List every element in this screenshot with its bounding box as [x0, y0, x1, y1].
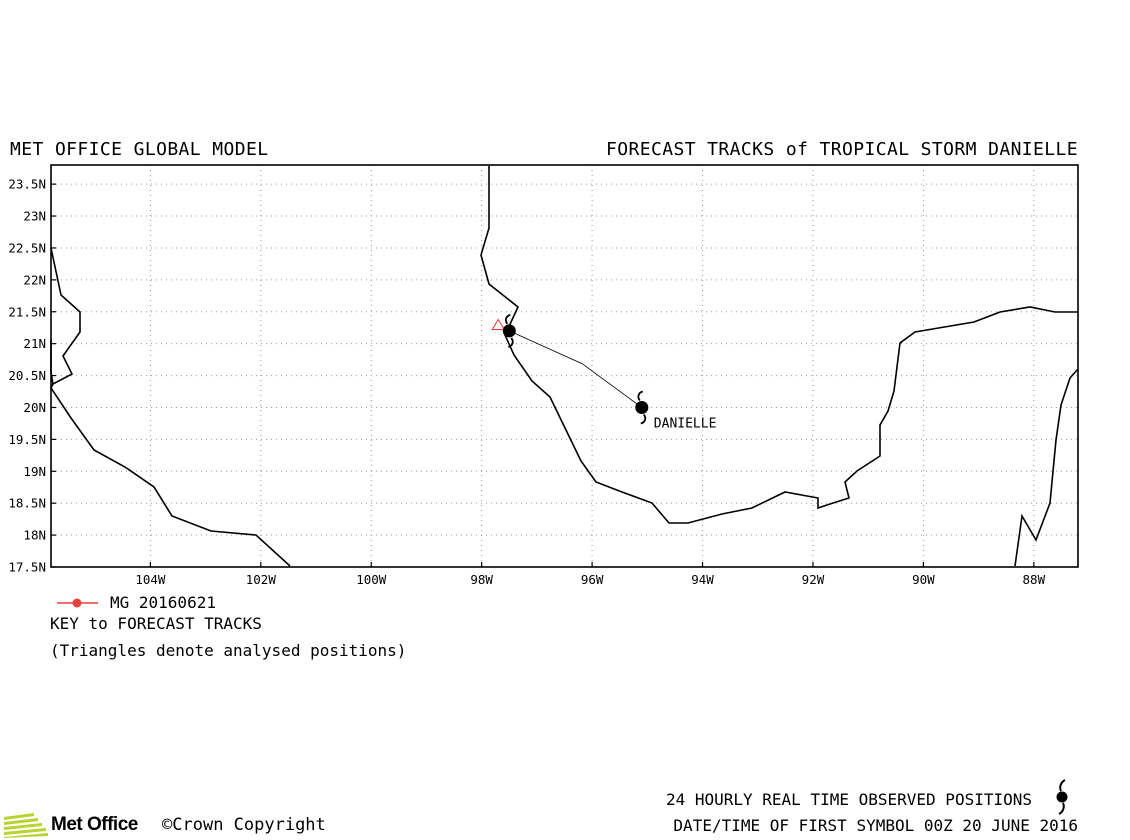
lat-tick-label: 19.5N: [8, 432, 46, 447]
first-symbol-datetime: DATE/TIME OF FIRST SYMBOL 00Z 20 JUNE 20…: [673, 816, 1078, 835]
key-model-run-label: MG 20160621: [110, 593, 216, 612]
met-office-logo-icon: [4, 813, 48, 838]
lat-tick-label: 20N: [23, 400, 46, 415]
coastline-gulf-of-mexico: [480, 166, 1078, 524]
lon-tick-label: 96W: [581, 572, 604, 587]
lat-tick-label: 21N: [23, 336, 46, 351]
lat-tick-label: 23N: [23, 209, 46, 224]
lon-tick-label: 94W: [691, 572, 714, 587]
observed-position-hurricane-icon: [502, 314, 516, 348]
lat-tick-label: 17.5N: [8, 560, 46, 575]
axis-tick-labels: 104W 102W 100W 98W 96W 94W 92W 90W 88W 17.5N 18N 18…: [8, 177, 1045, 587]
observed-position-hurricane-icon: [635, 390, 649, 425]
storm-label: DANIELLE: [654, 417, 717, 432]
header-left-title: MET OFFICE GLOBAL MODEL: [10, 139, 269, 160]
key-sample-track: [57, 598, 98, 608]
lat-tick-label: 22N: [23, 272, 46, 287]
key-note: (Triangles denote analysed positions): [50, 641, 407, 660]
lat-tick-label: 19N: [23, 464, 46, 479]
lat-tick-label: 18.5N: [8, 496, 46, 511]
lat-tick-label: 18N: [23, 528, 46, 543]
map-grid: [51, 165, 1078, 568]
met-office-logo-text: Met Office: [51, 814, 138, 835]
lat-tick-label: 22.5N: [8, 240, 46, 255]
lon-tick-label: 100W: [356, 572, 387, 587]
copyright-notice: ©Crown Copyright: [162, 815, 326, 835]
observed-positions-note: 24 HOURLY REAL TIME OBSERVED POSITIONS: [665, 790, 1032, 809]
lat-tick-label: 20.5N: [8, 368, 46, 383]
copyright-text: Crown Copyright: [172, 815, 326, 835]
lon-tick-label: 102W: [246, 572, 277, 587]
met-office-logo: Met Office: [4, 812, 138, 838]
lon-tick-label: 90W: [912, 572, 935, 587]
observed-track-line: [509, 330, 643, 408]
lat-tick-label: 21.5N: [8, 304, 46, 319]
coastline-pacific-mexico: [50, 247, 291, 567]
lon-tick-label: 98W: [470, 572, 493, 587]
map-frame: [50, 164, 1079, 568]
copyright-icon: ©: [162, 815, 173, 835]
analysed-position-triangle: [491, 318, 506, 331]
lon-tick-label: 104W: [135, 572, 166, 587]
hurricane-symbol-icon: [1056, 779, 1068, 815]
lat-tick-label: 23.5N: [8, 177, 46, 192]
key-title: KEY to FORECAST TRACKS: [50, 614, 262, 633]
header-right-title: FORECAST TRACKS of TROPICAL STORM DANIEL…: [606, 139, 1078, 160]
coastline: [50, 166, 1079, 567]
lon-tick-label: 92W: [802, 572, 825, 587]
coastline-belize-guatemala: [1014, 368, 1079, 567]
lon-tick-label: 88W: [1023, 572, 1046, 587]
observed-track: [491, 314, 649, 425]
